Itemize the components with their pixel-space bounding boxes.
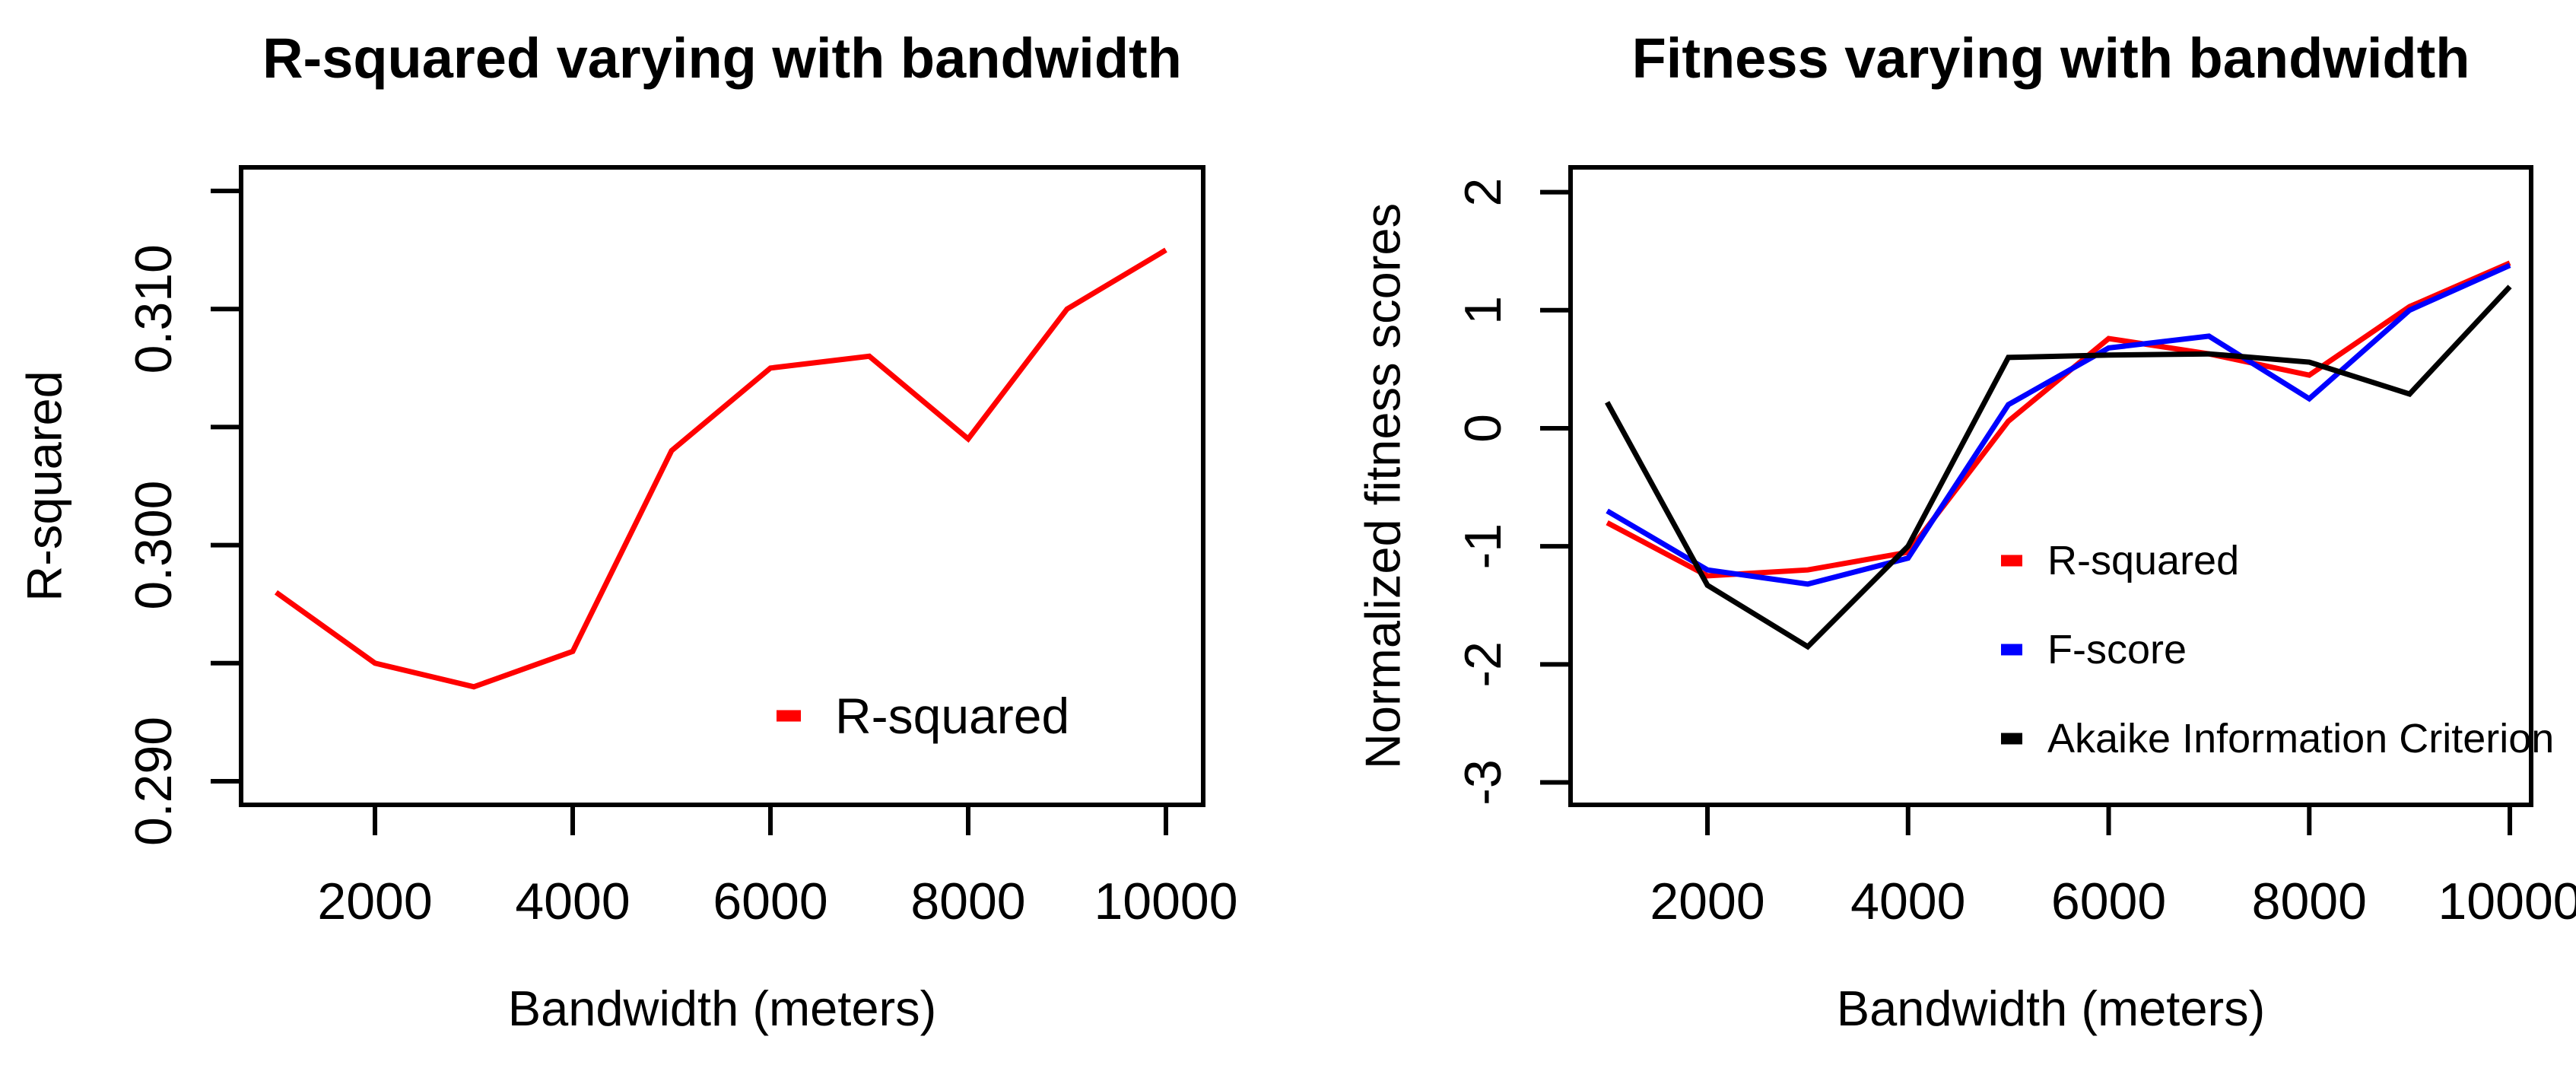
chart-title: Fitness varying with bandwidth	[1632, 27, 2470, 90]
chart-r-squared-panel: 2000 4000 6000 8000 10000 0.310 0.300 0.290 R-sq…	[17, 27, 1238, 1036]
x-tick-label: 8000	[910, 873, 1025, 930]
x-tick-label: 10000	[2438, 873, 2576, 930]
chart-fitness-panel: 2000 4000 6000 8000 10000 2 1 0 -1 -2 -3 R-squared F…	[1293, 0, 2576, 1065]
y-tick-label: 0.310	[125, 244, 183, 374]
y-tick-label: 0.290	[125, 717, 183, 846]
y-tick-label: -2	[1454, 641, 1512, 687]
y-tick-label: 0	[1454, 414, 1512, 443]
y-tick-label: 0.300	[125, 481, 183, 610]
y-axis-label: R-squared	[17, 370, 72, 601]
series-line-akaike-information-criterion	[1605, 285, 2512, 650]
series-line-r-squared	[1606, 260, 2511, 579]
plot-svg: 2000 4000 6000 8000 10000 0.310 0.300 0.290 R-sq…	[17, 27, 1238, 1036]
x-tick-label: 6000	[2051, 873, 2166, 930]
plot-border	[239, 165, 1205, 807]
x-tick-label: 4000	[1850, 873, 1965, 930]
plot-border	[1568, 165, 2533, 807]
y-tick-label: 1	[1454, 296, 1512, 325]
legend-label: Akaike Information Criterion	[2047, 716, 2554, 761]
y-tick-label: -3	[1454, 759, 1512, 805]
x-tick-label: 6000	[713, 873, 827, 930]
x-axis-label: Bandwidth (meters)	[508, 981, 937, 1036]
y-axis-label: Normalized fitness scores	[1355, 203, 1411, 769]
x-tick-label: 8000	[2252, 873, 2367, 930]
x-axis-label: Bandwidth (meters)	[1837, 981, 2266, 1036]
plot-svg: 2000 4000 6000 8000 10000 2 1 0 -1 -2 -3 R-squared F…	[1355, 27, 2576, 1036]
legend-label: R-squared	[835, 688, 1069, 744]
x-tick-label: 2000	[317, 873, 432, 930]
y-tick-label: -1	[1454, 523, 1512, 569]
chart-title: R-squared varying with bandwidth	[262, 27, 1182, 90]
legend-label: R-squared	[2047, 538, 2239, 583]
x-tick-label: 4000	[515, 873, 630, 930]
series-line-r-squared	[274, 247, 1167, 690]
x-tick-label: 2000	[1650, 873, 1764, 930]
y-tick-label: 2	[1454, 178, 1512, 207]
series-line-f-score	[1606, 262, 2511, 587]
legend-label: F-score	[2047, 627, 2187, 672]
x-tick-label: 10000	[1094, 873, 1237, 930]
